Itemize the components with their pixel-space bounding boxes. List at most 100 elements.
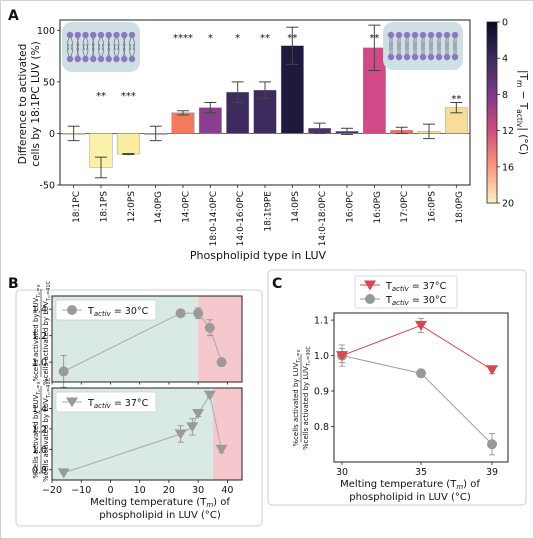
lipid-tail	[92, 43, 95, 57]
x-tick-label-14:0-18:0PC: 14:0-18:0PC	[318, 191, 328, 246]
lipid-tail	[122, 43, 126, 57]
legend-label: Tactiv = 30°C	[87, 306, 149, 318]
y-tick-label: 100	[37, 26, 55, 37]
lipid-tail	[67, 43, 70, 57]
lipid-tail	[86, 37, 89, 51]
lipid-head	[427, 53, 435, 61]
panel-a-xlabel: Phospholipid type in LUV	[190, 249, 327, 262]
lipid-head	[419, 53, 427, 61]
x-tick-label-12:0PS: 12:0PS	[127, 191, 137, 223]
panel-a-ylabel-line1: Difference to activated	[17, 44, 29, 164]
lipid-tail	[113, 37, 116, 51]
lipid-tail	[132, 43, 135, 57]
panel-b-top-ylabel: %cells activated by LUVTₘ=x %cells activ…	[32, 280, 52, 385]
svg-text:%cells activated by LUVTₘ=41C: %cells activated by LUVTₘ=41C	[42, 377, 52, 482]
lipid-tail	[129, 43, 132, 57]
x-tick-label-18:1PC: 18:1PC	[72, 191, 82, 223]
lipid-head	[403, 53, 411, 61]
lipid-tail	[98, 43, 101, 57]
legend-t: T	[87, 398, 94, 409]
lipid-head	[411, 31, 419, 39]
significance-marker: **	[260, 33, 270, 44]
x-tick-label-18:0PG: 18:0PG	[455, 191, 465, 224]
lipid-head	[97, 31, 105, 39]
significance-marker: **	[96, 91, 106, 102]
svg-text:%cells activated by LUVTₘ=41C: %cells activated by LUVTₘ=41C	[42, 280, 52, 385]
data-point	[215, 444, 228, 455]
x-tick-label-14:0PC: 14:0PC	[182, 191, 192, 223]
x-tick-label-17:0PC: 17:0PC	[400, 191, 410, 223]
x-tick-label-18:0-14:0PC: 18:0-14:0PC	[209, 191, 219, 246]
data-point	[415, 320, 427, 331]
lipid-head	[105, 55, 112, 63]
panel-b-bottom-chart: 0.8 1.0 1.2 1.4 −20 −10 0 10 20 30 40 Tactiv = 37°C	[32, 387, 243, 496]
lipid-tail	[82, 37, 85, 51]
panel-b-border	[15, 289, 263, 527]
lipid-tail	[67, 37, 70, 51]
plot-frame	[59, 19, 471, 186]
lipid-head	[128, 55, 136, 63]
y-tick-label: -50	[39, 181, 55, 192]
lipid-head	[82, 31, 89, 39]
data-point	[186, 422, 199, 433]
lipid-tail	[86, 43, 89, 57]
significance-marker: **	[451, 94, 461, 105]
legend-rest: = 30°C	[409, 295, 447, 306]
panel-b-xlabel-line1: Melting temperature (Tm) of	[90, 497, 230, 509]
data-point	[364, 280, 376, 291]
panel-label-b: B	[8, 276, 19, 292]
legend-rest: = 37°C	[111, 398, 149, 409]
membrane-illustration-right	[383, 22, 463, 70]
x-tick-label: 40	[221, 485, 233, 496]
lipid-head	[387, 53, 395, 61]
y-tick-label: 0	[49, 129, 55, 140]
lipid-head	[66, 31, 74, 39]
lipid-head	[435, 31, 443, 39]
lipid-head	[451, 53, 459, 61]
y-tick-label: 1.1	[314, 316, 329, 327]
lipid-head	[427, 31, 435, 39]
legend-label: Tactiv = 37°C	[87, 398, 149, 410]
x-tick-label: 35	[415, 467, 427, 478]
y-tick-label: 1.4	[32, 404, 47, 415]
legend-t: T	[385, 295, 392, 306]
y-tick-label: 1.2	[32, 331, 47, 342]
plot-frame	[51, 295, 243, 383]
lipid-tail	[107, 43, 110, 57]
legend-label: Tactiv = 37°C	[385, 281, 447, 293]
membrane-illustration-left	[62, 22, 140, 72]
lipid-head	[121, 31, 128, 39]
colorbar-ticks: 0 4 8 12 16 20	[497, 18, 514, 210]
panel-a-ylabel-line2: cells by 18:1PC LUV (%)	[30, 41, 42, 166]
lipid-tail	[132, 37, 135, 51]
bar-12:0PS	[116, 133, 140, 155]
lipid-head	[411, 53, 419, 61]
data-point	[66, 397, 78, 408]
panel-c-xlabel-line2: phospholipid in LUV (°C)	[349, 492, 471, 503]
x-tick-label: −20	[42, 485, 62, 496]
svg-text:%cells activated by LUVTₘ=x: %cells activated by LUVTₘ=x	[32, 284, 42, 381]
legend-label: Tactiv = 30°C	[385, 295, 447, 307]
data-point	[67, 305, 77, 315]
lipid-head	[395, 31, 403, 39]
x-tick-label-18:1PS: 18:1PS	[100, 191, 110, 223]
panel-c-ylabel: %cells activated by LUVTₘ=x %cells activ…	[292, 345, 312, 450]
legend-box	[55, 299, 157, 321]
legend-rest: = 37°C	[409, 281, 447, 292]
lipid-head	[435, 53, 443, 61]
lipid-tail	[113, 43, 116, 57]
lipid-head	[90, 31, 97, 39]
lipid-head	[105, 31, 112, 39]
lipid-tail	[91, 43, 95, 57]
legend-sub: activ	[392, 299, 410, 307]
lipid-head	[82, 55, 89, 63]
lipid-head	[121, 55, 128, 63]
membrane-background	[383, 22, 463, 70]
data-point	[216, 357, 227, 368]
x-tick-label-16:0PG: 16:0PG	[373, 191, 383, 224]
y-tick-label: 0.8	[32, 465, 47, 476]
panel-c-border	[267, 269, 527, 506]
red-zone	[212, 388, 242, 480]
colorbar	[486, 21, 498, 204]
legend-t: T	[385, 281, 392, 292]
